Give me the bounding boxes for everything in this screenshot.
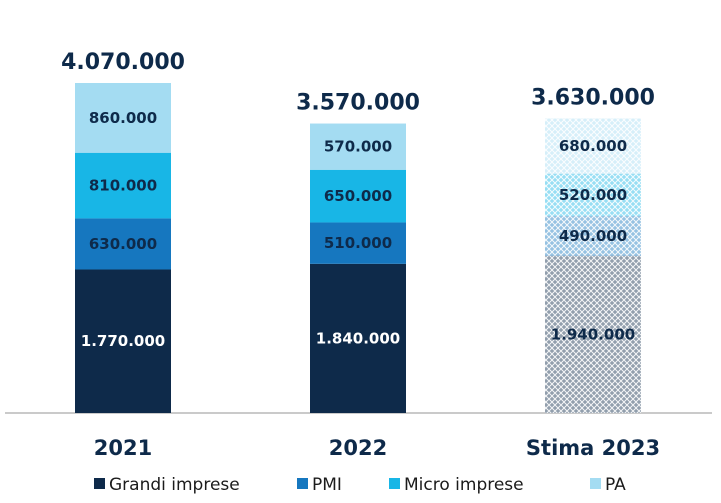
bar-pa-2022 [310, 123, 406, 170]
legend-label-pa: PA [605, 475, 626, 495]
x-tick-label-2022: 2022 [329, 436, 387, 460]
total-label-2022: 3.570.000 [296, 91, 420, 116]
data-label-grandi-imprese-2021: 1.770.000 [81, 332, 165, 350]
legend-swatch-micro-imprese [389, 478, 400, 489]
x-tick-label-stima-2023: Stima 2023 [526, 436, 660, 460]
legend: Grandi imprese PMI Micro imprese PA [94, 475, 626, 495]
data-label-micro-imprese-2021: 810.000 [89, 177, 157, 195]
bar-grandi-imprese-2022 [310, 263, 406, 413]
legend-swatch-pa [590, 478, 601, 489]
legend-label-micro-imprese: Micro imprese [404, 475, 524, 495]
bar-micro-imprese-2022 [310, 169, 406, 223]
bar-estimate-hatch-pa [545, 118, 641, 174]
legend-label-pmi: PMI [312, 475, 342, 495]
data-label-micro-imprese-2022: 650.000 [324, 187, 392, 205]
data-label-pmi-2022: 510.000 [324, 234, 392, 252]
legend-label-grandi-imprese: Grandi imprese [109, 475, 240, 495]
legend-swatch-pmi [297, 478, 308, 489]
x-tick-label-2021: 2021 [94, 436, 152, 460]
total-label-2021: 4.070.000 [61, 50, 185, 75]
bar-pmi-2021 [75, 218, 171, 270]
bar-estimate-hatch-grandi-imprese [545, 255, 641, 413]
bar-estimate-hatch-pmi [545, 215, 641, 256]
bar-pmi-2022 [310, 222, 406, 264]
data-label-pa-2021: 860.000 [89, 109, 157, 127]
data-label-grandi-imprese-stima-2023: 1.940.000 [551, 325, 635, 343]
data-label-micro-imprese-stima-2023: 520.000 [559, 186, 627, 204]
data-label-grandi-imprese-2022: 1.840.000 [316, 329, 400, 347]
data-label-pa-2022: 570.000 [324, 138, 392, 156]
bar-grandi-imprese-2021 [75, 269, 171, 413]
data-label-pmi-2021: 630.000 [89, 235, 157, 253]
bar-estimate-hatch-micro-imprese [545, 173, 641, 216]
data-label-pa-stima-2023: 680.000 [559, 137, 627, 155]
data-label-pmi-stima-2023: 490.000 [559, 227, 627, 245]
legend-swatch-grandi-imprese [94, 478, 105, 489]
bar-pa-2021 [75, 83, 171, 153]
total-label-stima-2023: 3.630.000 [531, 86, 655, 111]
bar-micro-imprese-2021 [75, 152, 171, 219]
